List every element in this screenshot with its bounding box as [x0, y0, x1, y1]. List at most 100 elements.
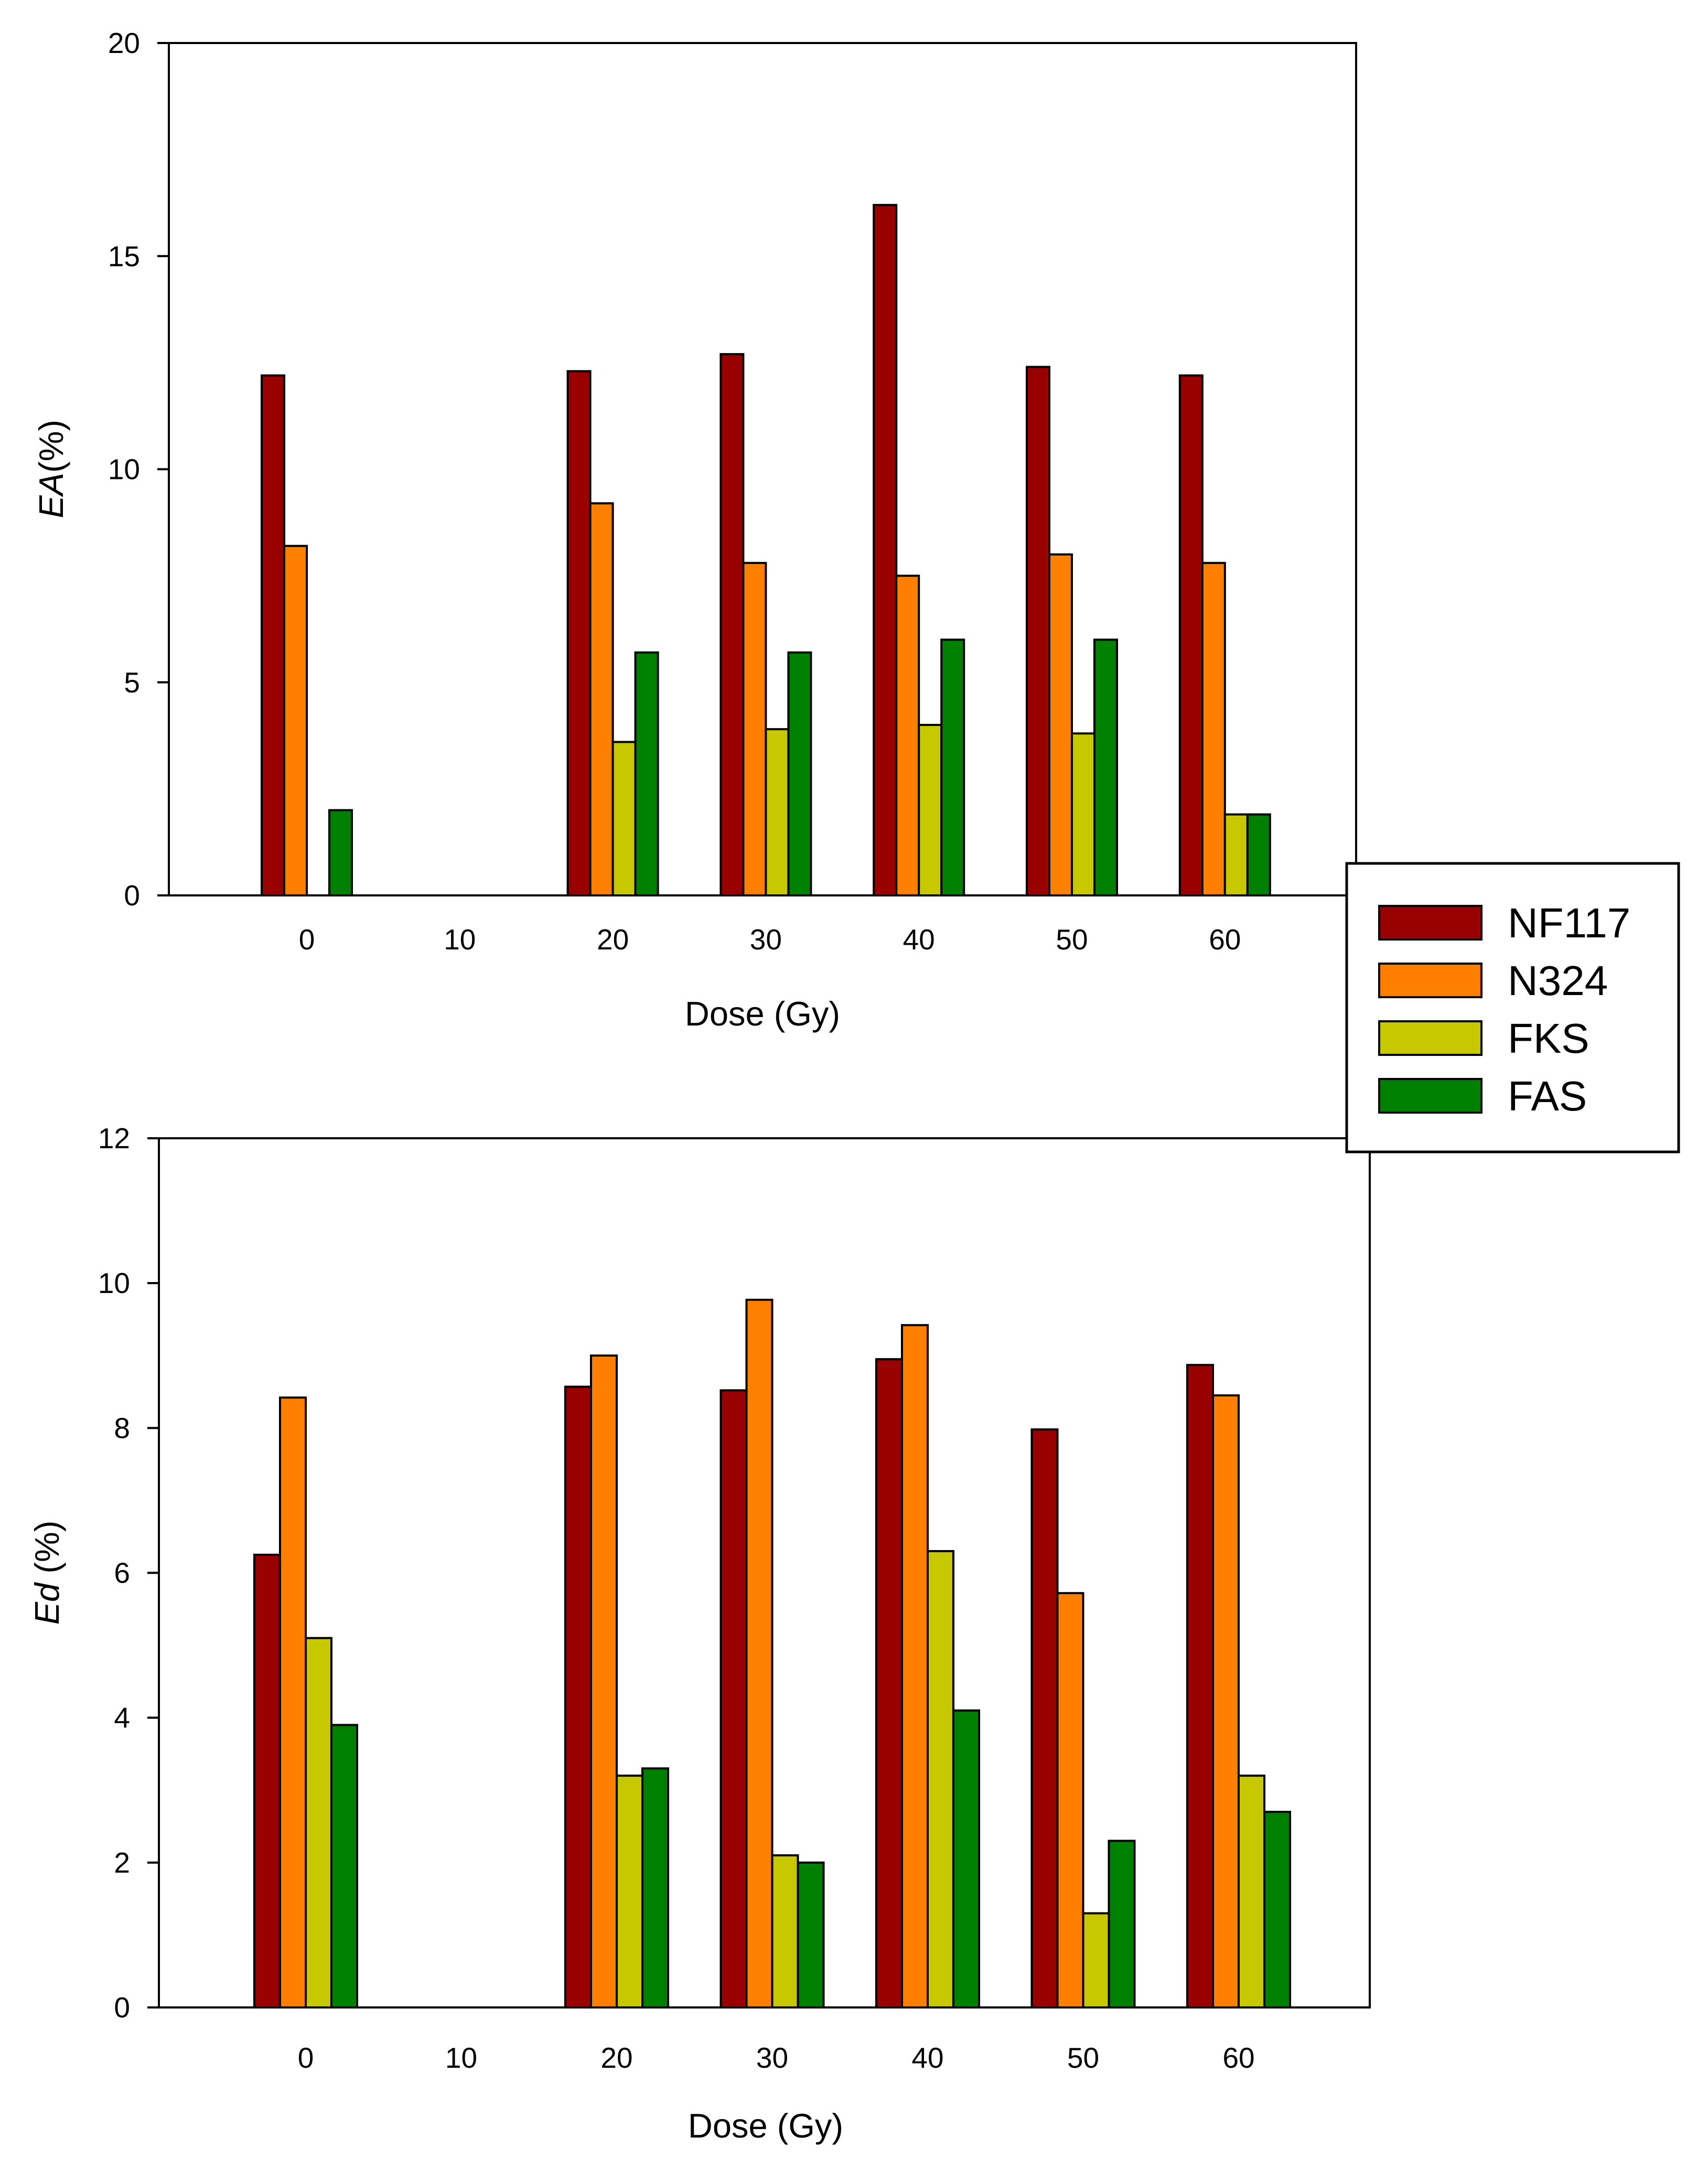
ea-x-ticks: 0 10 20 30 40 50 60	[299, 923, 1241, 956]
ea-bar-nf117-0	[261, 374, 285, 896]
ea-bar-n324-40	[895, 574, 920, 896]
ed-bar-fas-30	[797, 1861, 825, 2008]
ed-bar-fas-0	[330, 1724, 358, 2009]
legend: NF117 N324 FKS FAS	[1345, 862, 1680, 1153]
ea-bar-n324-0	[283, 544, 308, 896]
ed-y-tick-label-8: 8	[114, 1412, 130, 1444]
ea-bar-nf117-20	[566, 370, 592, 896]
ed-bar-nf117-30	[719, 1389, 748, 2008]
ea-x-tick-label-0: 0	[299, 923, 315, 956]
ea-x-tick-label-60: 60	[1209, 923, 1241, 956]
ed-bar-fas-50	[1108, 1840, 1136, 2009]
ea-bar-n324-20	[589, 502, 614, 896]
ea-x-tick-label-10: 10	[444, 923, 476, 956]
ea-bar-fas-50	[1093, 638, 1118, 896]
ed-y-tick-label-4: 4	[114, 1702, 130, 1734]
ed-bar-nf117-50	[1030, 1428, 1059, 2008]
ea-bar-fks-40	[918, 724, 943, 896]
ed-x-tick-label-40: 40	[911, 2042, 943, 2074]
ea-y-axis-title-italic: EA	[32, 473, 70, 518]
ea-bar-n324-30	[742, 562, 767, 896]
legend-swatch-nf117	[1378, 905, 1483, 941]
ed-bars	[253, 1298, 1291, 2009]
ea-y-tick-label-0: 0	[124, 879, 140, 912]
ed-bar-nf117-0	[253, 1553, 281, 2009]
ed-x-ticks: 0 10 20 30 40 50 60	[298, 2042, 1255, 2074]
ed-bar-fks-0	[305, 1637, 332, 2008]
ea-bar-fas-0	[328, 809, 353, 896]
ed-x-tick-label-30: 30	[756, 2042, 788, 2074]
ea-x-tick-label-50: 50	[1056, 923, 1088, 956]
ea-x-tick-label-40: 40	[903, 923, 935, 956]
ea-y-ticks: 0 5 10 15 20	[108, 27, 169, 912]
legend-swatch-fas	[1378, 1078, 1483, 1114]
legend-label-nf117: NF117	[1508, 900, 1630, 946]
ed-bar-fas-20	[641, 1767, 669, 2008]
ea-bar-n324-60	[1201, 562, 1226, 896]
ea-bar-fas-20	[634, 651, 659, 896]
ea-bar-fas-30	[787, 651, 812, 896]
ed-bar-fks-50	[1082, 1912, 1110, 2009]
ea-bar-fas-40	[940, 638, 965, 896]
ea-bar-nf117-60	[1178, 374, 1204, 896]
ed-y-tick-label-12: 12	[98, 1122, 130, 1155]
ea-bar-nf117-50	[1026, 366, 1050, 896]
ea-bar-nf117-40	[873, 204, 898, 896]
legend-entry-fas: FAS	[1378, 1073, 1587, 1119]
chart-ed: 0 2 4 6 8 10 12 0 10 20 30 40 50 60 Dose (Gy) Ed (%)	[28, 1122, 1371, 2145]
ed-bar-fas-60	[1263, 1811, 1291, 2009]
ed-y-axis-title-unit: (%)	[28, 1521, 66, 1583]
ea-y-tick-label-20: 20	[108, 27, 140, 59]
ed-bar-n324-30	[745, 1298, 774, 2008]
ea-bars	[261, 204, 1271, 896]
ea-bar-fks-30	[765, 728, 790, 896]
ed-x-tick-label-60: 60	[1222, 2042, 1254, 2074]
legend-label-n324: N324	[1508, 957, 1608, 1004]
ed-bar-n324-60	[1212, 1394, 1240, 2008]
ea-x-tick-label-30: 30	[750, 923, 782, 956]
legend-entry-nf117: NF117	[1378, 900, 1630, 946]
ed-bar-nf117-40	[875, 1358, 903, 2008]
chart-ea: 0 5 10 15 20 0 10 20 30 40 50 60 Dose (Gy) EA(%)	[32, 27, 1357, 1033]
ea-bar-fks-60	[1223, 813, 1249, 896]
ed-x-tick-label-0: 0	[298, 2042, 314, 2074]
ea-y-tick-label-5: 5	[124, 666, 140, 699]
ea-x-tick-label-20: 20	[597, 923, 629, 956]
legend-label-fas: FAS	[1508, 1073, 1587, 1119]
ed-bar-fks-60	[1238, 1775, 1265, 2008]
ed-y-ticks: 0 2 4 6 8 10 12	[98, 1122, 159, 2024]
ed-bar-n324-40	[901, 1324, 929, 2008]
ed-y-axis-title: Ed (%)	[28, 1521, 66, 1625]
ed-y-tick-label-2: 2	[114, 1846, 130, 1879]
ea-bar-fks-50	[1071, 732, 1095, 896]
legend-swatch-fks	[1378, 1020, 1483, 1056]
ed-bar-nf117-20	[564, 1385, 592, 2008]
ed-bar-fks-40	[927, 1550, 954, 2008]
ed-bar-n324-20	[590, 1354, 618, 2008]
ed-bar-fks-20	[616, 1775, 643, 2008]
ea-bar-nf117-30	[719, 353, 745, 896]
legend-swatch-n324	[1378, 963, 1483, 998]
ed-bar-fks-30	[771, 1854, 799, 2008]
ea-x-axis-title: Dose (Gy)	[685, 995, 840, 1033]
ed-bar-n324-0	[279, 1396, 307, 2008]
ed-x-tick-label-10: 10	[445, 2042, 477, 2074]
legend-label-fks: FKS	[1508, 1015, 1589, 1062]
ed-x-tick-label-20: 20	[600, 2042, 632, 2074]
ed-x-tick-label-50: 50	[1067, 2042, 1099, 2074]
ea-y-axis-title: EA(%)	[32, 420, 70, 518]
ed-y-tick-label-10: 10	[98, 1267, 130, 1299]
ed-bar-nf117-60	[1186, 1364, 1214, 2009]
ea-bar-fks-20	[611, 741, 637, 896]
ea-y-tick-label-10: 10	[108, 453, 140, 486]
ea-bar-n324-50	[1048, 553, 1073, 896]
ed-bar-n324-50	[1056, 1592, 1084, 2008]
ed-x-axis-title: Dose (Gy)	[688, 2107, 843, 2145]
ea-bar-fas-60	[1246, 813, 1271, 896]
legend-entry-n324: N324	[1378, 957, 1608, 1004]
ed-y-axis-title-italic: Ed	[28, 1582, 66, 1625]
ea-y-tick-label-15: 15	[108, 240, 140, 272]
ed-y-tick-label-0: 0	[114, 1991, 130, 2024]
ea-y-axis-title-unit: (%)	[32, 420, 70, 473]
